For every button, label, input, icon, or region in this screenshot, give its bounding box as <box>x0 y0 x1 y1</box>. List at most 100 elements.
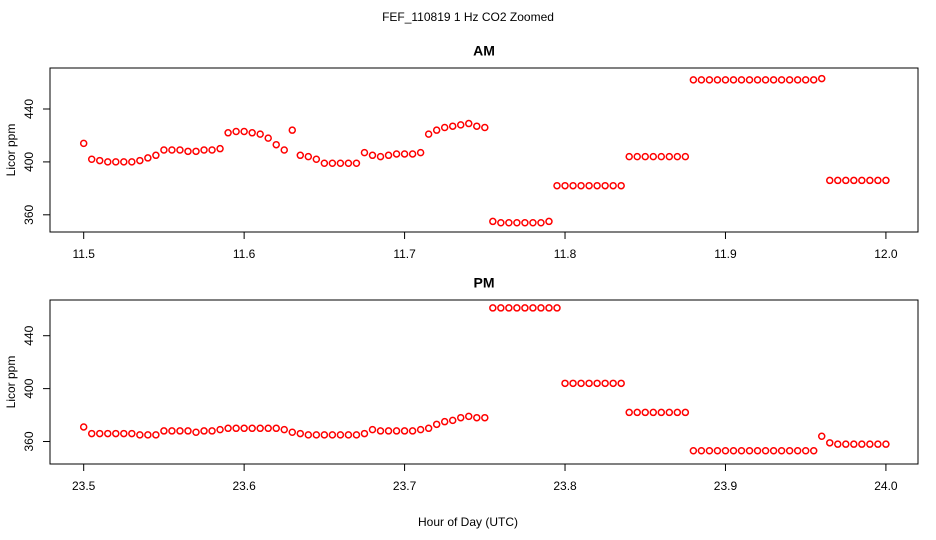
data-point <box>705 447 714 455</box>
data-point <box>801 447 810 455</box>
data-point <box>224 129 232 137</box>
data-point <box>713 447 722 455</box>
data-point <box>673 152 682 161</box>
data-point <box>152 151 160 160</box>
data-point <box>400 427 409 435</box>
data-point <box>793 76 802 84</box>
data-point <box>577 379 585 388</box>
data-point <box>777 76 786 84</box>
data-point <box>761 447 770 455</box>
data-point <box>601 379 609 388</box>
data-point <box>320 431 329 439</box>
data-point <box>489 217 497 226</box>
data-point <box>729 76 738 84</box>
data-point <box>160 427 168 435</box>
data-point <box>481 413 489 422</box>
data-point <box>834 176 842 185</box>
data-point <box>440 417 449 426</box>
y-tick-label: 440 <box>22 325 36 345</box>
data-point <box>497 218 505 227</box>
data-point <box>87 429 96 438</box>
data-point <box>697 447 706 455</box>
data-point <box>408 150 417 158</box>
data-point <box>144 431 152 439</box>
data-point <box>561 181 569 190</box>
data-point <box>360 148 369 157</box>
data-point <box>95 429 104 438</box>
data-point <box>633 152 641 161</box>
data-point <box>176 146 184 154</box>
data-point <box>320 159 329 167</box>
data-point <box>585 379 593 388</box>
data-point <box>456 121 465 129</box>
x-tick-label: 11.7 <box>393 247 416 261</box>
data-point <box>296 429 305 438</box>
data-point <box>440 123 449 132</box>
data-point <box>850 440 858 448</box>
data-point <box>785 447 794 455</box>
data-point <box>874 440 882 448</box>
y-tick-label: 360 <box>22 431 36 451</box>
data-point <box>216 144 224 153</box>
data-point <box>809 76 818 84</box>
panel-title: PM <box>474 275 495 291</box>
data-point <box>697 76 706 84</box>
data-point <box>882 440 890 448</box>
x-tick-label: 23.9 <box>714 479 738 493</box>
x-tick-label: 23.5 <box>72 479 96 493</box>
data-point <box>216 425 224 434</box>
data-point <box>545 304 553 312</box>
data-point <box>176 427 184 435</box>
data-point <box>392 150 401 158</box>
data-point <box>777 447 786 455</box>
data-point <box>312 155 321 164</box>
data-point <box>465 119 473 128</box>
data-point <box>192 428 200 437</box>
data-point <box>208 427 216 435</box>
data-point <box>745 447 754 455</box>
data-point <box>104 429 112 438</box>
data-point <box>232 127 240 136</box>
data-point <box>376 152 385 161</box>
y-tick-label: 360 <box>22 204 36 224</box>
data-point <box>352 431 361 439</box>
data-point <box>408 427 417 435</box>
data-point <box>224 424 232 433</box>
y-tick-label: 440 <box>22 99 36 119</box>
data-point <box>312 431 321 439</box>
data-point <box>689 76 698 84</box>
data-point <box>112 429 120 438</box>
data-point <box>288 126 297 134</box>
data-point <box>336 431 345 439</box>
data-point <box>673 408 682 417</box>
data-point <box>866 176 874 185</box>
data-point <box>537 304 545 312</box>
data-point <box>456 413 465 422</box>
x-tick-label: 11.8 <box>554 247 577 261</box>
x-tick-label: 11.6 <box>233 247 256 261</box>
data-point <box>769 76 778 84</box>
x-tick-label: 11.5 <box>72 247 95 261</box>
data-point <box>497 304 505 312</box>
data-point <box>104 158 112 166</box>
data-point <box>537 218 545 227</box>
data-point <box>641 152 649 161</box>
data-point <box>593 181 601 190</box>
data-point <box>473 122 481 130</box>
data-point <box>553 304 561 312</box>
data-point <box>272 424 280 433</box>
x-tick-label: 23.6 <box>232 479 256 493</box>
data-point <box>657 408 666 417</box>
data-point <box>200 146 208 154</box>
data-point <box>858 176 866 185</box>
data-point <box>633 408 641 417</box>
data-point <box>432 126 441 134</box>
data-point <box>489 304 497 312</box>
data-point <box>625 408 633 417</box>
data-point <box>136 156 144 165</box>
data-point <box>280 146 288 154</box>
x-tick-label: 12.0 <box>874 247 898 261</box>
data-point <box>304 431 313 439</box>
data-point <box>625 152 633 161</box>
data-point <box>208 146 216 154</box>
